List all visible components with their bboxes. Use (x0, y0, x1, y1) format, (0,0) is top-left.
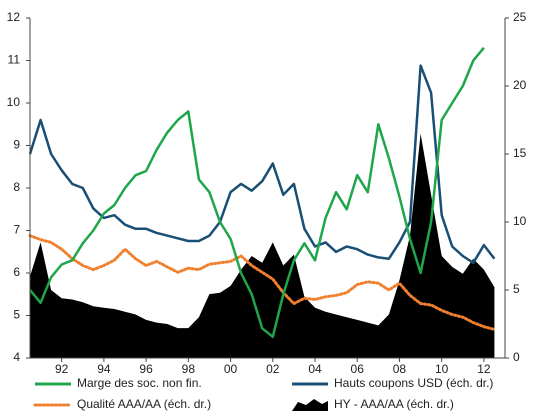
y2-tick-label: 15 (513, 146, 527, 160)
x-tick-label: 06 (351, 362, 365, 376)
x-tick-label: 00 (224, 362, 238, 376)
line (28, 234, 496, 331)
y2-tick-label: 5 (513, 282, 520, 296)
y-tick-label: 9 (13, 138, 20, 152)
y-tick-label: 5 (13, 308, 20, 322)
x-tick-label: 98 (182, 362, 196, 376)
y-tick-label: 7 (13, 223, 20, 237)
legend-label: Marge des soc. non fin. (77, 376, 202, 390)
legend-label: Hauts coupons USD (éch. dr.) (334, 376, 493, 390)
y2-tick-label: 0 (513, 350, 520, 364)
legend-swatch (292, 399, 328, 411)
y2-tick-label: 10 (513, 214, 527, 228)
line (28, 64, 496, 265)
y-tick-label: 10 (7, 95, 21, 109)
x-tick-label: 04 (308, 362, 322, 376)
area (30, 133, 495, 358)
x-tick-label: 96 (139, 362, 153, 376)
legend-label: Qualité AAA/AA (éch. dr.) (77, 397, 211, 411)
y-tick-label: 4 (13, 350, 20, 364)
y-tick-label: 8 (13, 180, 20, 194)
x-tick-label: 10 (435, 362, 449, 376)
x-tick-label: 08 (393, 362, 407, 376)
y-tick-label: 11 (8, 53, 21, 67)
y-tick-label: 12 (7, 10, 21, 24)
x-tick-label: 92 (55, 362, 69, 376)
line (29, 46, 485, 339)
legend-label: HY - AAA/AA (éch. dr.) (334, 397, 454, 411)
x-tick-label: 02 (266, 362, 280, 376)
x-tick-label: 94 (97, 362, 111, 376)
y-tick-label: 6 (13, 265, 20, 279)
y2-tick-label: 25 (513, 10, 527, 24)
x-tick-label: 12 (477, 362, 491, 376)
y2-tick-label: 20 (513, 78, 527, 92)
